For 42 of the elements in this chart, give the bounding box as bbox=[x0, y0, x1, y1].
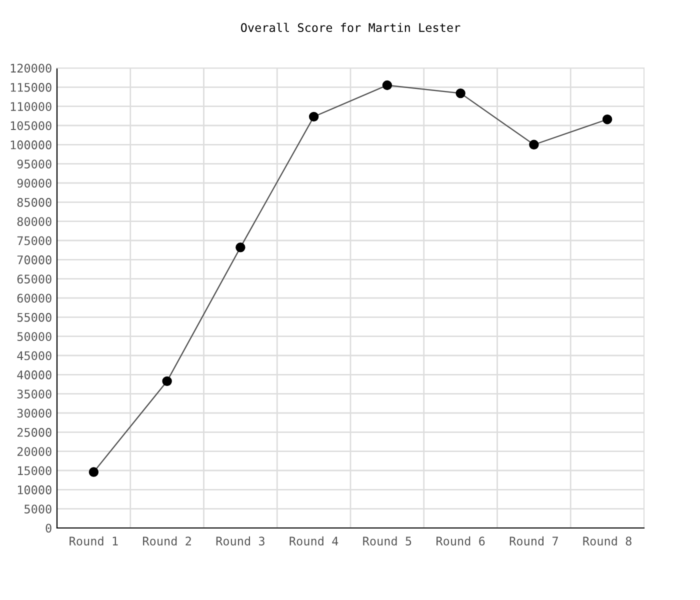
y-tick-label: 90000 bbox=[17, 178, 52, 188]
point bbox=[456, 88, 466, 98]
point bbox=[382, 80, 392, 90]
point bbox=[308, 112, 319, 122]
y-tick-label: 70000 bbox=[17, 255, 52, 264]
y-tick-label: 110000 bbox=[10, 102, 52, 112]
point bbox=[602, 114, 612, 124]
y-tick-label: 65000 bbox=[17, 274, 52, 284]
x-tick-label: Round 5 bbox=[363, 536, 412, 546]
x-tick-label: Round 1 bbox=[70, 536, 118, 546]
y-tick-label: 60000 bbox=[17, 294, 52, 303]
point bbox=[236, 242, 246, 252]
y-tick-label: 20000 bbox=[17, 447, 52, 456]
chart-title: Overall Score for Martin Lester bbox=[241, 22, 460, 32]
y-tick-label: 50000 bbox=[17, 332, 52, 342]
y-tick-label: 25000 bbox=[17, 428, 52, 437]
y-tick-label: 75000 bbox=[17, 236, 52, 246]
y-tick-label: 40000 bbox=[17, 370, 52, 380]
y-tick-label: 80000 bbox=[17, 217, 52, 226]
y-tick-label: 15000 bbox=[18, 466, 52, 476]
point bbox=[88, 467, 99, 477]
y-tick-label: 55000 bbox=[17, 312, 52, 322]
y-tick-label: 95000 bbox=[17, 160, 52, 169]
y-tick-label: 120000 bbox=[10, 64, 52, 73]
x-tick-label: Round 8 bbox=[583, 536, 632, 546]
x-tick-label: Round 3 bbox=[216, 536, 264, 546]
y-tick-label: 0 bbox=[46, 524, 52, 533]
y-tick-label: 30000 bbox=[17, 408, 52, 418]
y-tick-label: 10000 bbox=[18, 485, 52, 494]
x-tick-label: Round 6 bbox=[436, 536, 485, 546]
point bbox=[162, 376, 172, 386]
y-tick-label: 100000 bbox=[10, 140, 52, 150]
y-tick-label: 35000 bbox=[17, 390, 52, 399]
y-tick-label: 115000 bbox=[10, 82, 52, 92]
y-tick-label: 5000 bbox=[24, 504, 52, 514]
y-tick-label: 45000 bbox=[17, 351, 52, 360]
x-tick-label: Round 2 bbox=[143, 536, 191, 546]
point bbox=[529, 140, 539, 150]
y-tick-label: 105000 bbox=[10, 121, 52, 130]
x-tick-label: Round 7 bbox=[510, 536, 558, 546]
x-tick-label: Round 4 bbox=[290, 536, 338, 546]
y-tick-label: 85000 bbox=[17, 198, 52, 207]
